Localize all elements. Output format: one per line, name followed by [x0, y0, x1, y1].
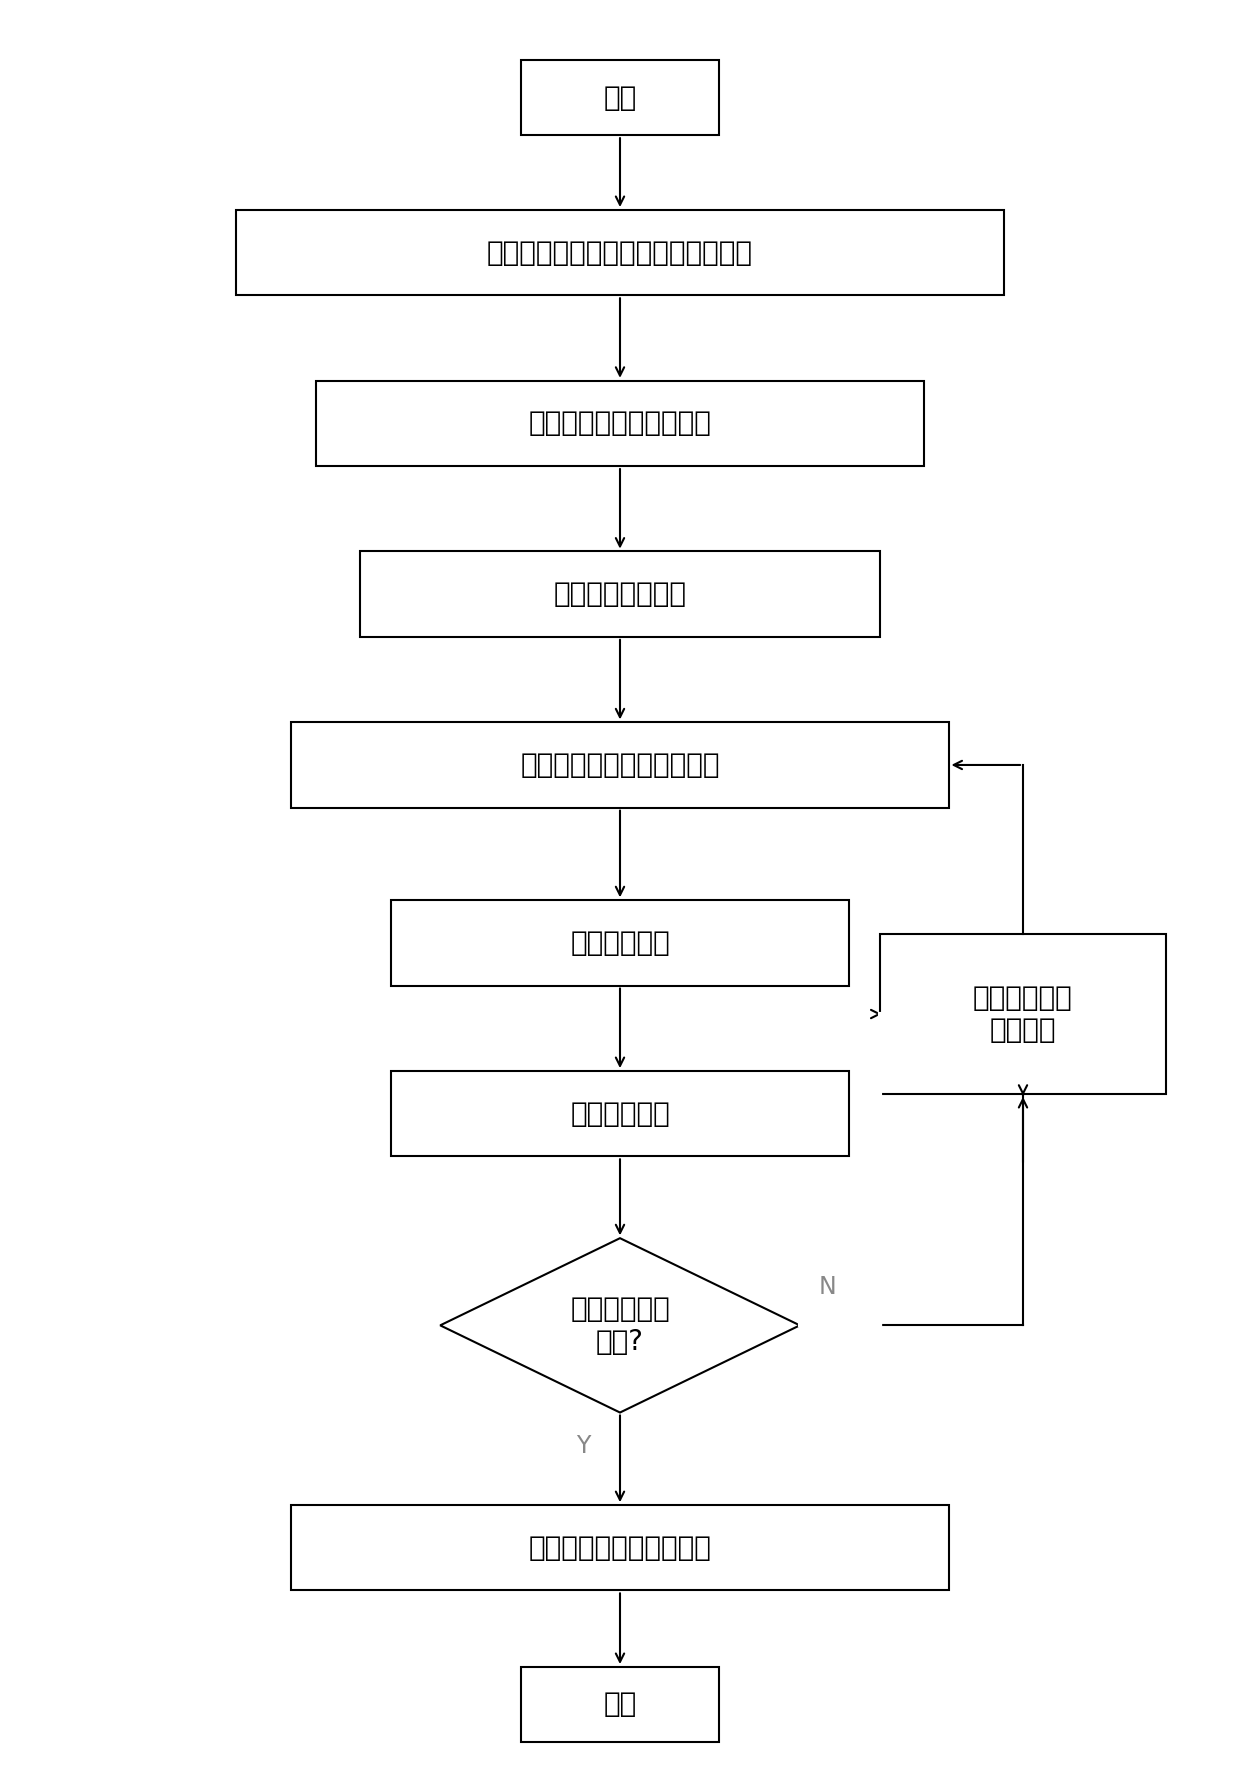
- Bar: [360, 551, 880, 637]
- Text: 更新开关状态: 更新开关状态: [570, 929, 670, 957]
- Text: 添加开关变位
数量约束: 添加开关变位 数量约束: [973, 984, 1073, 1044]
- Bar: [521, 1667, 719, 1742]
- Text: 对每个时间区间内进行优化: 对每个时间区间内进行优化: [521, 751, 719, 779]
- Text: 更新区间电压: 更新区间电压: [570, 1099, 670, 1128]
- Text: 开始: 开始: [604, 84, 636, 112]
- Text: 划分典型时间区间: 划分典型时间区间: [553, 580, 687, 608]
- Text: Y: Y: [575, 1434, 590, 1457]
- Bar: [236, 210, 1004, 295]
- Text: 输出分时段动态重构策略: 输出分时段动态重构策略: [528, 1533, 712, 1562]
- Text: 满足开关动作
约束?: 满足开关动作 约束?: [570, 1295, 670, 1356]
- Bar: [521, 60, 719, 135]
- Bar: [316, 381, 924, 466]
- Bar: [391, 1071, 849, 1156]
- Bar: [391, 900, 849, 986]
- Bar: [291, 722, 949, 808]
- Text: 合并具有相同拓扑的时段: 合并具有相同拓扑的时段: [528, 409, 712, 438]
- Text: N: N: [818, 1276, 836, 1299]
- Bar: [880, 934, 1166, 1094]
- Polygon shape: [440, 1238, 800, 1413]
- Text: 结束: 结束: [604, 1690, 636, 1719]
- Text: 以网损最小得到每个小时的动态拓扑: 以网损最小得到每个小时的动态拓扑: [487, 238, 753, 267]
- Bar: [291, 1505, 949, 1590]
